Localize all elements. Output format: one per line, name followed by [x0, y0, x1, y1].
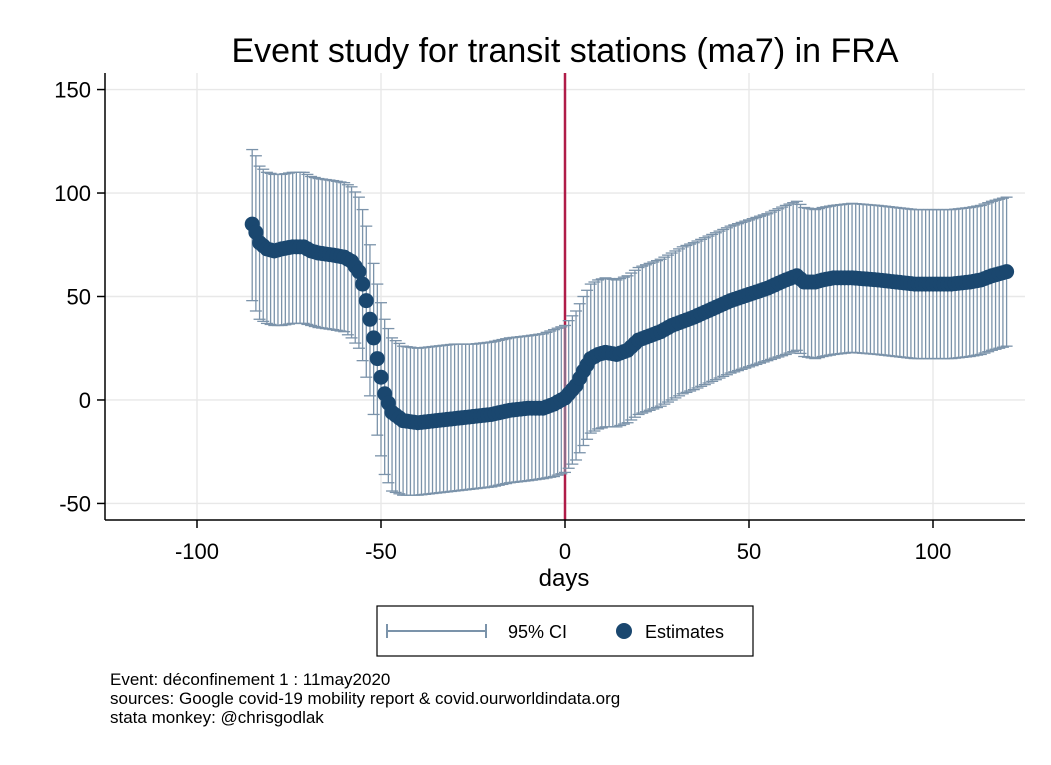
note-event: Event: déconfinement 1 : 11may2020	[110, 670, 391, 689]
x-tick-label: 100	[915, 539, 952, 564]
legend-ci-label: 95% CI	[508, 622, 567, 642]
chart-title: Event study for transit stations (ma7) i…	[231, 32, 898, 70]
confidence-interval-bars	[246, 148, 1013, 496]
estimate-point	[358, 293, 374, 309]
x-tick-label: -50	[365, 539, 397, 564]
legend: 95% CI Estimates	[376, 605, 754, 657]
chart-notes: Event: déconfinement 1 : 11may2020 sourc…	[110, 670, 620, 727]
x-tick-label: 0	[559, 539, 571, 564]
y-tick-label: 50	[67, 285, 91, 310]
note-author: stata monkey: @chrisgodlak	[110, 708, 324, 727]
estimate-point	[362, 311, 378, 327]
estimate-points	[244, 216, 1015, 431]
y-tick-label: 0	[79, 388, 91, 413]
legend-estimates-label: Estimates	[645, 622, 724, 642]
estimate-point	[373, 369, 389, 385]
estimate-point	[369, 351, 385, 367]
estimate-point	[366, 330, 382, 346]
axes: -50 0 50 100 150 -100 -50 0 50 100	[54, 73, 1025, 564]
legend-estimates-marker	[616, 623, 632, 639]
legend-ci-symbol	[386, 624, 487, 638]
x-tick-label: -100	[175, 539, 219, 564]
y-tick-label: 100	[54, 181, 91, 206]
estimate-point	[355, 276, 371, 292]
x-tick-label: 50	[737, 539, 761, 564]
estimate-point	[999, 264, 1015, 280]
note-sources: sources: Google covid-19 mobility report…	[110, 689, 621, 708]
y-tick-label: -50	[59, 491, 91, 516]
estimate-point	[351, 264, 367, 280]
x-axis-label: days	[539, 565, 590, 592]
y-tick-label: 150	[54, 78, 91, 103]
